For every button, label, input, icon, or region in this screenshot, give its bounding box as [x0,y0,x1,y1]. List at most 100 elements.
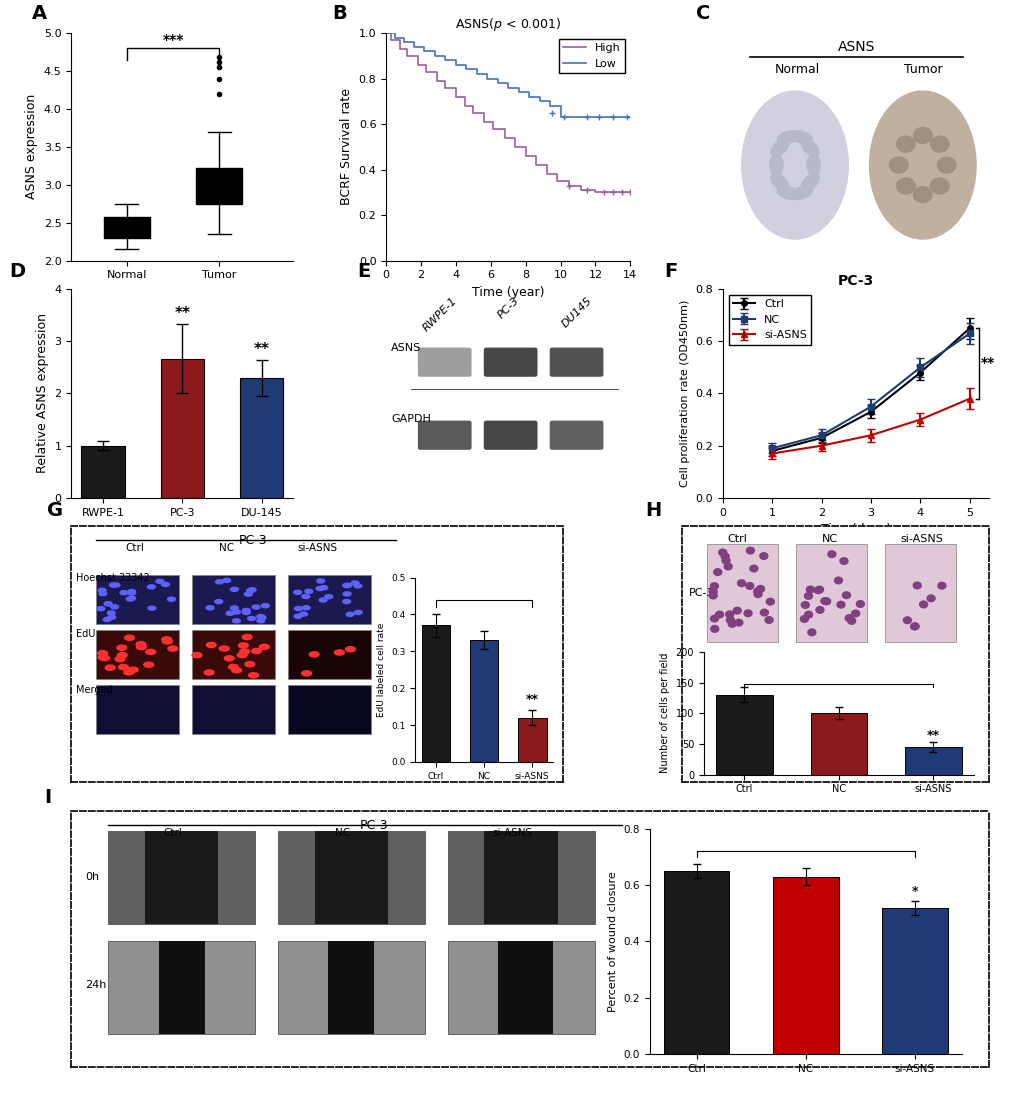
Circle shape [127,590,136,594]
Circle shape [238,642,248,648]
PathPatch shape [196,168,243,204]
Circle shape [156,580,164,583]
Low [380,26,392,40]
Line: Low: Low [386,33,630,118]
Circle shape [710,626,718,632]
Text: **: ** [980,356,995,371]
FancyBboxPatch shape [447,832,594,924]
Y-axis label: Cell proliferation rate (OD450nm): Cell proliferation rate (OD450nm) [680,300,689,487]
Circle shape [305,590,313,593]
Circle shape [721,558,730,564]
Circle shape [117,652,127,658]
Text: Ctrl: Ctrl [727,534,747,544]
Circle shape [204,670,214,675]
Circle shape [231,668,242,673]
Circle shape [342,592,351,596]
Circle shape [760,609,767,616]
Text: E: E [357,262,370,280]
Circle shape [815,586,822,593]
Circle shape [710,615,717,622]
Circle shape [807,629,815,636]
Circle shape [232,619,240,623]
Circle shape [98,654,108,660]
Circle shape [334,650,344,656]
Circle shape [300,612,307,616]
Circle shape [723,563,732,570]
Low [533,95,545,108]
Circle shape [827,551,835,558]
Circle shape [98,588,106,593]
Circle shape [167,597,175,602]
Y-axis label: Relative ASNS expression: Relative ASNS expression [36,314,49,473]
Text: **: ** [254,342,269,358]
High [498,131,511,144]
Y-axis label: ASNS expression: ASNS expression [25,95,39,199]
Circle shape [104,602,112,606]
Line: High: High [386,33,630,192]
Circle shape [745,583,753,590]
Text: 0h: 0h [86,872,99,882]
Title: PC-3: PC-3 [838,274,873,288]
Circle shape [248,616,256,620]
Ellipse shape [769,155,783,175]
Text: NC: NC [334,827,350,837]
Circle shape [115,657,124,662]
X-axis label: Time(days): Time(days) [820,524,891,536]
Circle shape [230,587,238,592]
Low [523,90,535,103]
FancyBboxPatch shape [549,348,603,377]
Circle shape [302,606,310,609]
Circle shape [804,593,812,600]
Circle shape [351,581,359,585]
Circle shape [737,580,745,586]
Circle shape [813,587,821,594]
Ellipse shape [868,91,975,239]
Circle shape [259,645,269,649]
Text: Tumor: Tumor [903,63,942,76]
Circle shape [317,579,324,583]
High [385,33,397,46]
Text: B: B [332,4,346,23]
Circle shape [910,624,918,630]
Circle shape [293,614,302,618]
FancyBboxPatch shape [287,575,371,624]
Text: PC-3: PC-3 [360,818,388,832]
FancyBboxPatch shape [287,630,371,679]
Text: A: A [32,4,47,23]
Circle shape [123,670,133,675]
FancyBboxPatch shape [96,685,179,734]
Text: GAPDH: GAPDH [390,414,430,424]
Circle shape [845,615,852,622]
FancyBboxPatch shape [447,942,594,1034]
Text: F: F [663,262,677,280]
Circle shape [243,610,250,615]
Circle shape [316,586,324,591]
Circle shape [148,606,156,610]
Circle shape [192,652,202,658]
FancyBboxPatch shape [795,544,866,641]
FancyBboxPatch shape [418,348,471,377]
Circle shape [753,591,761,597]
Circle shape [105,666,115,670]
Text: ASNS: ASNS [837,40,874,54]
Text: C: C [696,4,710,23]
High [420,65,432,78]
Circle shape [847,617,855,624]
Circle shape [342,600,351,604]
Text: Ctrl: Ctrl [125,543,145,553]
Circle shape [294,606,302,610]
Ellipse shape [929,136,948,152]
High [380,26,392,40]
FancyBboxPatch shape [483,420,537,450]
High [430,74,442,87]
Text: NC: NC [218,543,233,553]
Circle shape [248,587,256,592]
Circle shape [258,616,266,619]
Ellipse shape [800,139,818,156]
High [575,184,587,197]
Circle shape [726,617,734,624]
Circle shape [126,597,133,601]
Text: ASNS: ASNS [390,342,421,353]
Circle shape [354,584,362,587]
Low [512,86,524,99]
